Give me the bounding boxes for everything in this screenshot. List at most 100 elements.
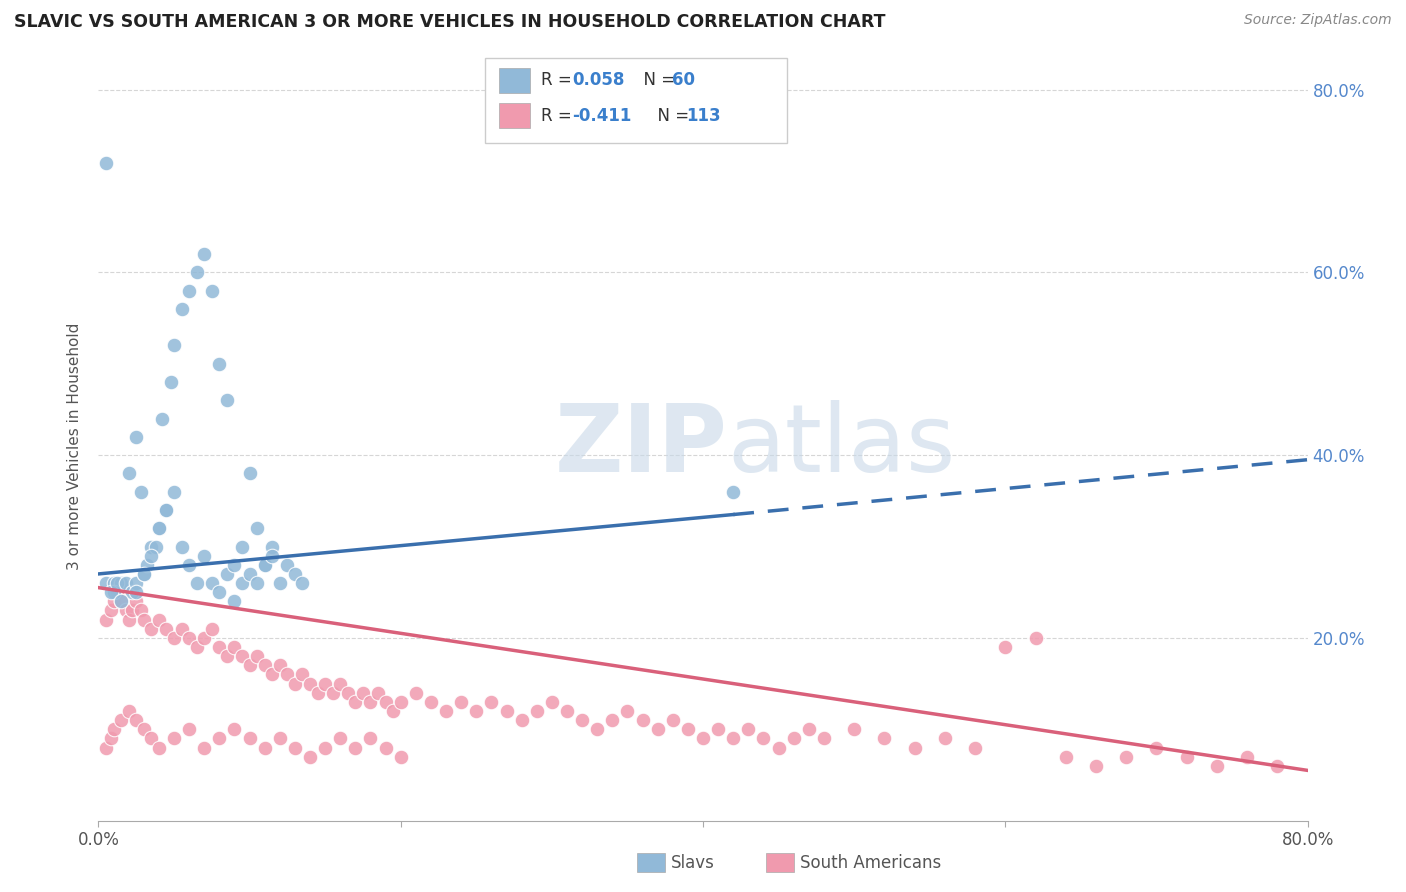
Point <box>231 576 253 591</box>
Point <box>661 713 683 727</box>
Point <box>193 549 215 563</box>
Point <box>155 622 177 636</box>
Point <box>179 558 201 572</box>
Point <box>1236 749 1258 764</box>
Text: -0.411: -0.411 <box>572 107 631 125</box>
Point <box>125 594 148 608</box>
Point <box>110 713 132 727</box>
Point <box>118 613 141 627</box>
Point <box>284 740 307 755</box>
Point <box>132 723 155 737</box>
Point <box>797 723 820 737</box>
Point <box>94 155 117 169</box>
Point <box>125 713 148 727</box>
Point <box>135 558 157 572</box>
Point <box>155 503 177 517</box>
Point <box>163 338 186 352</box>
Point <box>100 603 122 617</box>
Point <box>121 603 143 617</box>
Point <box>329 676 352 690</box>
Point <box>253 558 276 572</box>
Point <box>481 695 503 709</box>
Point <box>110 594 132 608</box>
Point <box>360 695 382 709</box>
Point <box>344 740 367 755</box>
Point <box>179 284 201 298</box>
Point <box>141 540 163 554</box>
Point <box>434 704 457 718</box>
Text: 113: 113 <box>686 107 721 125</box>
Point <box>602 713 624 727</box>
Point <box>103 585 125 599</box>
Point <box>129 484 152 499</box>
Point <box>269 576 291 591</box>
Point <box>844 723 866 737</box>
Point <box>94 613 117 627</box>
Point <box>405 686 427 700</box>
Point <box>100 731 122 746</box>
Point <box>193 247 215 261</box>
Point <box>148 521 170 535</box>
Point <box>676 723 699 737</box>
Point <box>307 686 329 700</box>
Point <box>1115 749 1137 764</box>
Point <box>374 695 396 709</box>
Point <box>360 731 382 746</box>
Point <box>170 540 193 554</box>
Point <box>186 576 208 591</box>
Point <box>103 723 125 737</box>
Point <box>329 731 352 746</box>
Point <box>420 695 443 709</box>
Point <box>246 521 269 535</box>
Point <box>1267 759 1289 773</box>
Text: R =: R = <box>541 107 578 125</box>
Point <box>186 265 208 279</box>
Point <box>163 631 186 645</box>
Text: N =: N = <box>633 71 681 89</box>
Point <box>322 686 344 700</box>
Point <box>299 676 322 690</box>
Point <box>276 558 298 572</box>
Point <box>253 658 276 673</box>
Point <box>291 576 314 591</box>
Point <box>813 731 835 746</box>
Text: atlas: atlas <box>727 400 956 492</box>
Point <box>125 585 148 599</box>
Point <box>555 704 578 718</box>
Point <box>253 558 276 572</box>
Point <box>215 393 238 408</box>
Point <box>382 704 405 718</box>
Text: 0.058: 0.058 <box>572 71 624 89</box>
Point <box>141 549 163 563</box>
Point <box>163 484 186 499</box>
Point <box>150 411 173 425</box>
Point <box>707 723 730 737</box>
Point <box>873 731 896 746</box>
Point <box>314 676 336 690</box>
Point <box>768 740 790 755</box>
Point <box>246 576 269 591</box>
Point <box>965 740 987 755</box>
Point <box>647 723 669 737</box>
Point <box>269 658 291 673</box>
Point <box>224 558 246 572</box>
Point <box>231 649 253 664</box>
Point <box>193 740 215 755</box>
Point <box>1054 749 1077 764</box>
Point <box>121 585 143 599</box>
Point <box>141 622 163 636</box>
Point <box>276 667 298 681</box>
Point <box>118 704 141 718</box>
Point <box>752 731 775 746</box>
Point <box>526 704 548 718</box>
Point <box>723 731 745 746</box>
Point <box>291 667 314 681</box>
Point <box>105 576 128 591</box>
Point <box>246 649 269 664</box>
Point <box>262 667 284 681</box>
Point <box>125 430 148 444</box>
Point <box>253 740 276 755</box>
Point <box>208 585 231 599</box>
Point <box>163 731 186 746</box>
Point <box>314 740 336 755</box>
